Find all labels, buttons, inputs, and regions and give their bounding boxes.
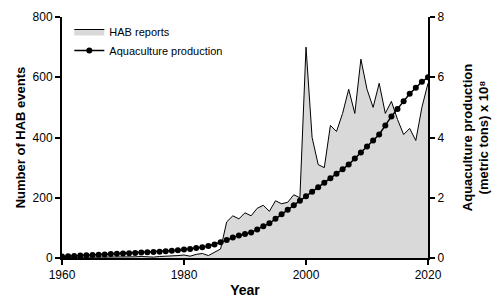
- svg-text:1980: 1980: [171, 268, 198, 282]
- svg-text:800: 800: [33, 10, 53, 24]
- svg-text:Year: Year: [230, 282, 260, 298]
- svg-text:Aquaculture production: Aquaculture production: [109, 45, 222, 57]
- svg-text:HAB reports: HAB reports: [109, 26, 169, 38]
- svg-text:6: 6: [437, 70, 444, 84]
- svg-text:2: 2: [437, 191, 444, 205]
- svg-text:200: 200: [33, 191, 53, 205]
- svg-text:0: 0: [437, 251, 444, 265]
- svg-text:Aquaculture production(metric: Aquaculture production(metric tons) x 10…: [460, 64, 492, 211]
- svg-text:1960: 1960: [49, 268, 76, 282]
- svg-text:4: 4: [437, 131, 444, 145]
- svg-text:400: 400: [33, 131, 53, 145]
- svg-text:600: 600: [33, 70, 53, 84]
- svg-text:Number of HAB events: Number of HAB events: [13, 67, 28, 209]
- svg-text:2000: 2000: [293, 268, 320, 282]
- svg-text:8: 8: [437, 10, 444, 24]
- svg-text:2020: 2020: [415, 268, 442, 282]
- svg-text:0: 0: [46, 251, 53, 265]
